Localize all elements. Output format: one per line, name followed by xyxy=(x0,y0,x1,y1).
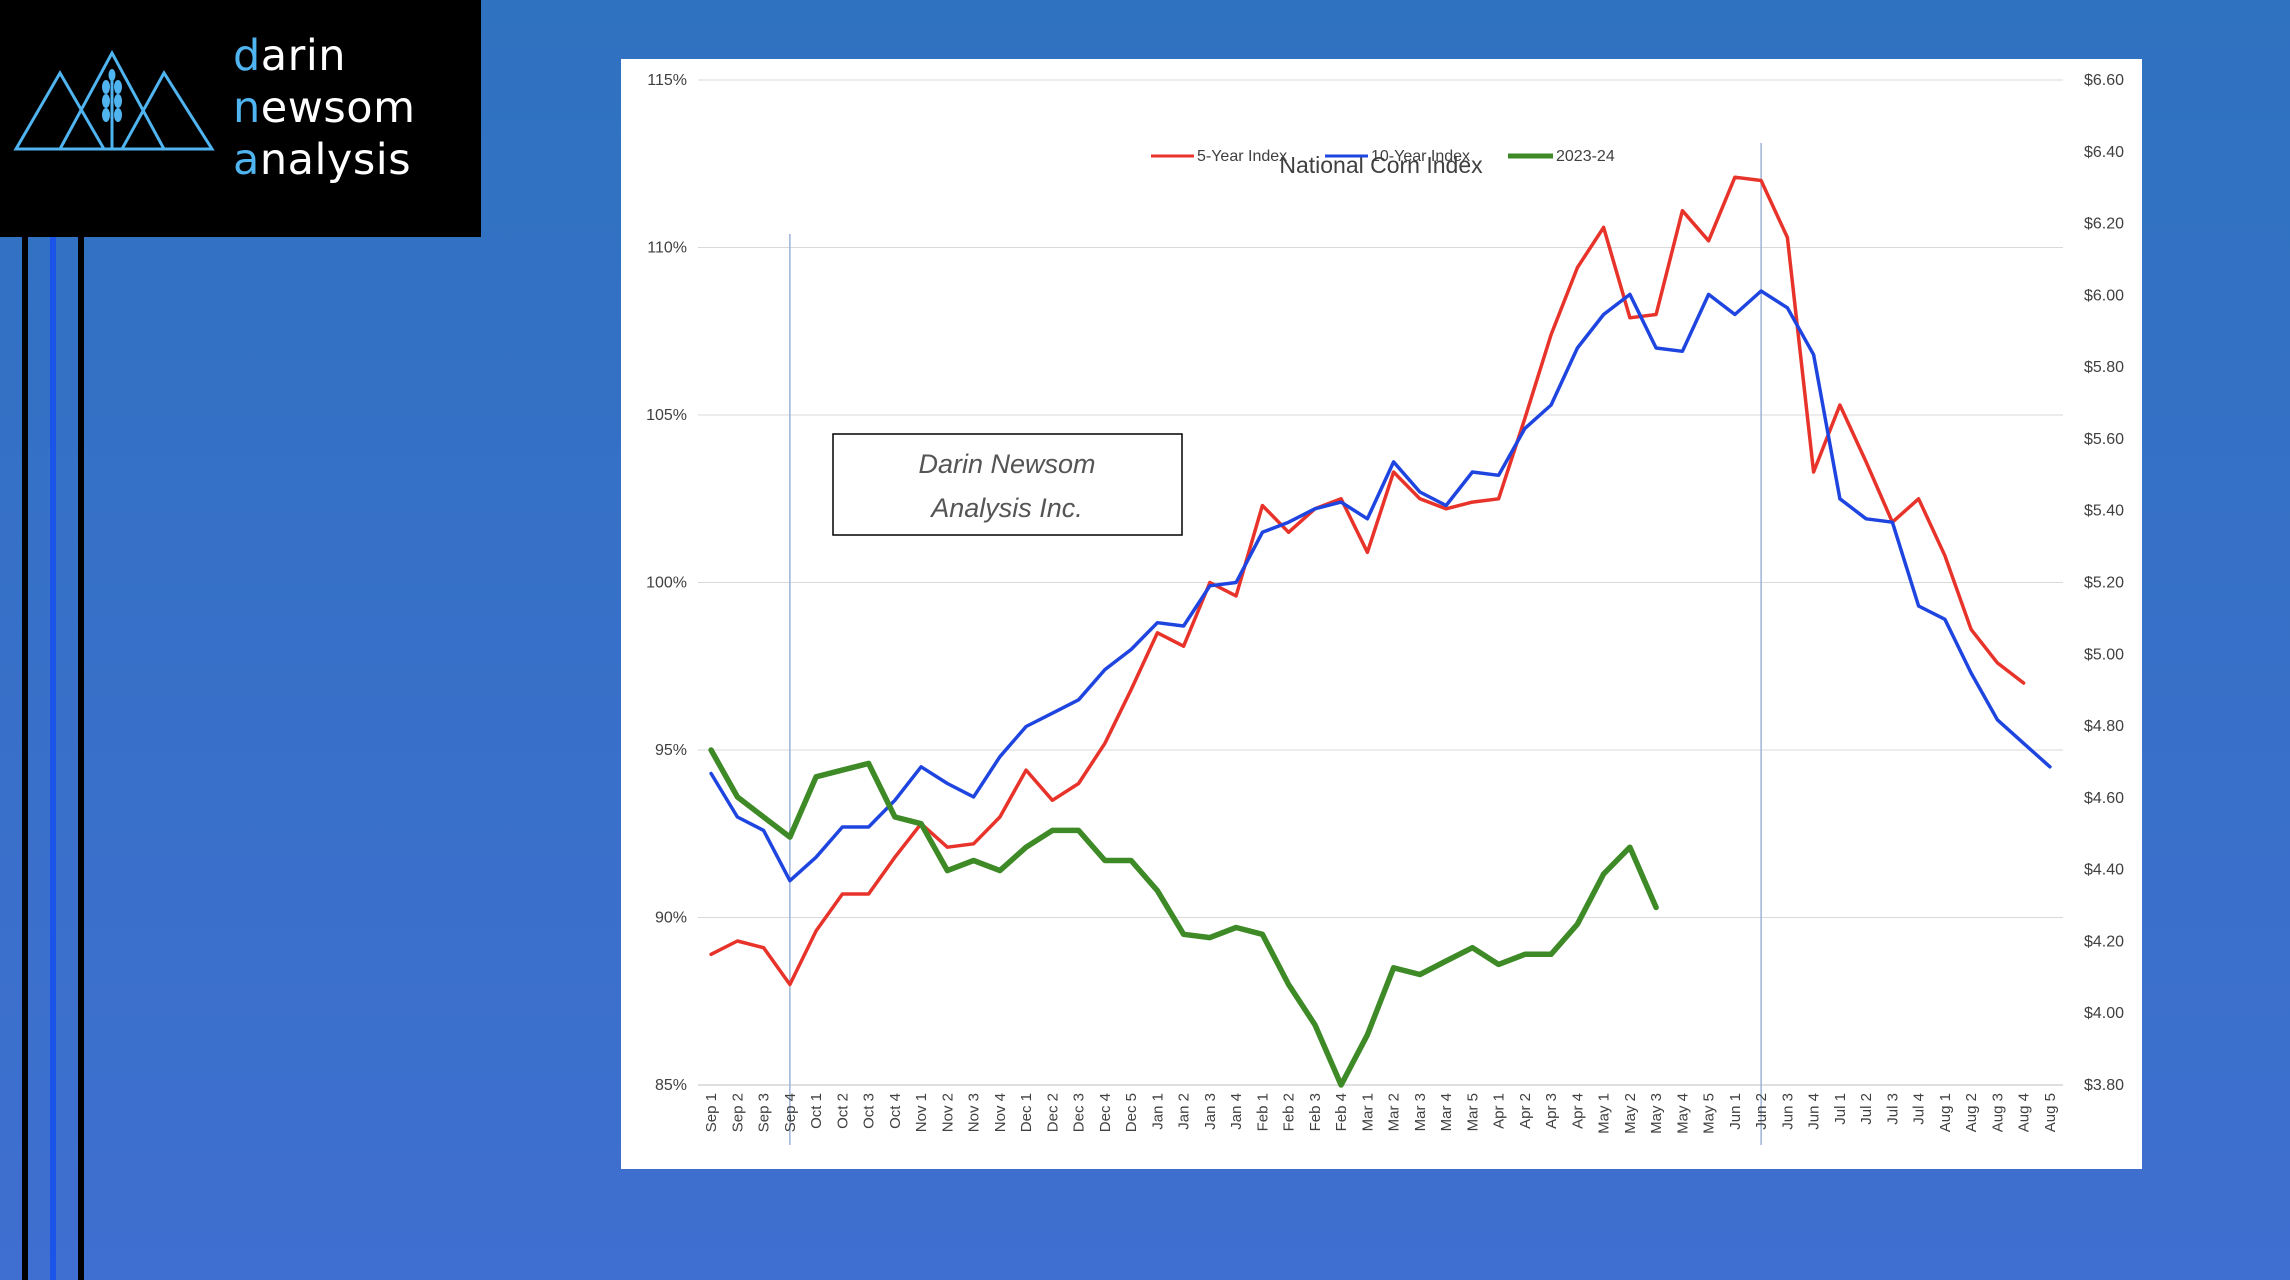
x-tick-label: Apr 2 xyxy=(1517,1093,1534,1129)
x-tick-label: Aug 1 xyxy=(1937,1093,1954,1132)
chart-card: 85% 90% 95% 100% 105% 110% 115% $3.80 $4.00 $4.20… xyxy=(621,59,2142,1169)
y-left-tick-label: 85% xyxy=(655,1077,687,1094)
x-tick-label: Mar 2 xyxy=(1386,1093,1403,1131)
y-right-tick-label: $5.20 xyxy=(2084,575,2124,592)
x-tick-label: May 2 xyxy=(1622,1093,1639,1134)
chart-title: National Corn Index xyxy=(1279,152,1483,178)
x-tick-label: Dec 5 xyxy=(1123,1093,1140,1132)
y-right-tick-label: $4.20 xyxy=(2084,933,2124,950)
x-tick-label: Oct 1 xyxy=(808,1093,825,1129)
x-tick-label: Jun 4 xyxy=(1806,1093,1823,1130)
y-left-tick-label: 110% xyxy=(647,240,687,257)
corn-index-chart: 85% 90% 95% 100% 105% 110% 115% $3.80 $4.00 $4.20… xyxy=(646,72,2124,1145)
x-tick-label: Sep 3 xyxy=(756,1093,773,1132)
watermark-box: Darin Newsom Analysis Inc. xyxy=(832,433,1183,536)
series-line-1 xyxy=(709,289,2052,883)
x-tick-label: Mar 1 xyxy=(1359,1093,1376,1131)
x-tick-label: Jun 2 xyxy=(1753,1093,1770,1130)
x-tick-label: Oct 3 xyxy=(861,1093,878,1129)
x-tick-label: Jun 3 xyxy=(1779,1093,1796,1130)
y-right-tick-label: $5.60 xyxy=(2084,431,2124,448)
x-tick-label: Mar 3 xyxy=(1412,1093,1429,1131)
watermark-line-2: Analysis Inc. xyxy=(929,493,1083,523)
mountain-wheat-logo-icon xyxy=(13,49,215,151)
y-left-tick-label: 95% xyxy=(655,742,687,759)
y-left-tick-label: 115% xyxy=(647,72,687,89)
y-left-tick-label: 105% xyxy=(646,407,687,424)
y-right-tick-label: $5.80 xyxy=(2084,359,2124,376)
legend-label-2324: 2023-24 xyxy=(1556,148,1615,165)
x-tick-label: Jan 2 xyxy=(1176,1093,1193,1130)
y-right-tick-label: $6.00 xyxy=(2084,287,2124,304)
legend: 5-Year Index 10-Year Index 2023-24 xyxy=(1151,148,1615,165)
x-tick-label: Dec 2 xyxy=(1044,1093,1061,1132)
x-tick-label: Jul 2 xyxy=(1858,1093,1875,1125)
x-tick-label: Feb 1 xyxy=(1254,1093,1271,1131)
x-tick-label: May 1 xyxy=(1596,1093,1613,1134)
y-right-tick-label: $5.40 xyxy=(2084,503,2124,520)
x-tick-label: May 5 xyxy=(1701,1093,1718,1134)
logo-line-2: newsom xyxy=(233,83,416,133)
y-right-tick-label: $4.60 xyxy=(2084,790,2124,807)
x-tick-label: Dec 1 xyxy=(1018,1093,1035,1132)
x-tick-label: Apr 4 xyxy=(1569,1093,1586,1129)
series-line-0 xyxy=(709,175,2026,987)
y-right-tick-label: $6.40 xyxy=(2084,144,2124,161)
stripe-black-1 xyxy=(22,237,28,1280)
watermark-line-1: Darin Newsom xyxy=(918,449,1095,479)
y-right-tick-label: $4.00 xyxy=(2084,1005,2124,1022)
logo-wordmark: darin newsom analysis xyxy=(233,30,416,186)
x-tick-label: Nov 4 xyxy=(992,1093,1009,1132)
x-tick-label: Jul 1 xyxy=(1832,1093,1849,1125)
x-tick-label: Feb 2 xyxy=(1281,1093,1298,1131)
x-tick-label: Aug 4 xyxy=(2016,1093,2033,1132)
y-left-tick-label: 100% xyxy=(646,575,687,592)
x-tick-label: Mar 4 xyxy=(1438,1093,1455,1131)
x-tick-label: Feb 3 xyxy=(1307,1093,1324,1131)
x-tick-label: Jul 3 xyxy=(1884,1093,1901,1125)
y-right-tick-label: $3.80 xyxy=(2084,1077,2124,1094)
x-tick-label: Jul 4 xyxy=(1911,1093,1928,1125)
x-tick-label: Jan 4 xyxy=(1228,1093,1245,1130)
x-tick-label: Jun 1 xyxy=(1727,1093,1744,1130)
x-tick-label: Nov 3 xyxy=(966,1093,983,1132)
x-tick-label: Aug 5 xyxy=(2042,1093,2059,1132)
logo-line-1: darin xyxy=(233,31,347,81)
x-tick-label: Jan 3 xyxy=(1202,1093,1219,1130)
y-right-tick-label: $6.60 xyxy=(2084,72,2124,89)
x-tick-label: Oct 2 xyxy=(834,1093,851,1129)
x-tick-label: Dec 4 xyxy=(1097,1093,1114,1132)
x-tick-label: Nov 1 xyxy=(913,1093,930,1132)
y-right-tick-label: $4.40 xyxy=(2084,862,2124,879)
x-tick-label: Oct 4 xyxy=(887,1093,904,1129)
x-tick-label: Jan 1 xyxy=(1149,1093,1166,1130)
legend-label-10yr: 10-Year Index xyxy=(1371,148,1470,165)
x-tick-label: May 4 xyxy=(1674,1093,1691,1134)
x-tick-label: Nov 2 xyxy=(939,1093,956,1132)
x-tick-label: Aug 2 xyxy=(1963,1093,1980,1132)
x-tick-label: May 3 xyxy=(1648,1093,1665,1134)
series-line-2 xyxy=(708,747,1659,1088)
y-right-tick-label: $4.80 xyxy=(2084,718,2124,735)
stripe-black-2 xyxy=(78,237,84,1280)
x-tick-label: Sep 2 xyxy=(729,1093,746,1132)
x-tick-label: Mar 5 xyxy=(1464,1093,1481,1131)
y-left-tick-label: 90% xyxy=(655,910,687,927)
logo-panel: darin newsom analysis xyxy=(0,0,481,237)
logo-line-3: analysis xyxy=(233,135,412,185)
x-tick-label: Dec 3 xyxy=(1071,1093,1088,1132)
x-tick-label: Apr 3 xyxy=(1543,1093,1560,1129)
y-right-tick-label: $6.20 xyxy=(2084,216,2124,233)
x-tick-label: Aug 3 xyxy=(1989,1093,2006,1132)
x-tick-label: Sep 1 xyxy=(703,1093,720,1132)
x-tick-label: Apr 1 xyxy=(1491,1093,1508,1129)
x-tick-label: Feb 4 xyxy=(1333,1093,1350,1131)
stripe-blue xyxy=(50,237,56,1280)
legend-label-5yr: 5-Year Index xyxy=(1197,148,1287,165)
x-tick-label: Sep 4 xyxy=(782,1093,799,1132)
y-right-tick-label: $5.00 xyxy=(2084,646,2124,663)
